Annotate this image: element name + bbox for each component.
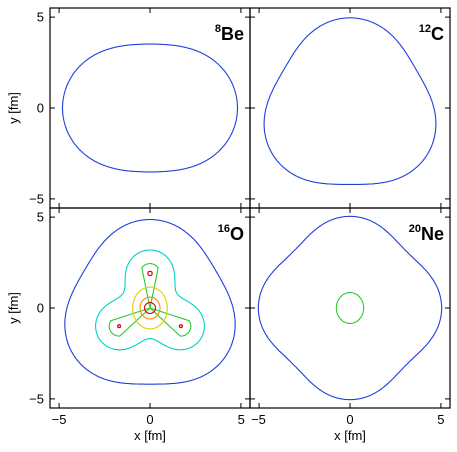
contour-level-0 [61, 43, 239, 173]
inner-contour-4 [117, 324, 122, 329]
panel-bottom-right: −5 0 5 x [fm] 20Ne [249, 207, 451, 443]
nucleus-label: 16O [218, 223, 244, 244]
inner-contour-0 [132, 286, 168, 330]
y-axis-title: y [fm] [6, 92, 21, 124]
x-axis-title: x [fm] [134, 428, 166, 443]
x-tick-label: −5 [52, 412, 67, 427]
mass-number: 16 [218, 223, 230, 235]
panel-frame [249, 7, 451, 209]
x-tick-label: 5 [238, 412, 245, 427]
nucleus-label: 8Be [215, 23, 244, 44]
mass-number: 8 [215, 23, 221, 35]
x-tick-label: 0 [346, 412, 353, 427]
nucleus-label: 20Ne [409, 223, 444, 244]
contour-level-1 [95, 249, 205, 351]
contour-level-2 [108, 263, 192, 337]
inner-contour-1 [139, 296, 161, 320]
y-tick-label: 5 [37, 10, 44, 25]
y-tick-label: 0 [37, 101, 44, 116]
x-tick-label: 0 [146, 412, 153, 427]
inner-contour-0 [335, 291, 365, 325]
y-tick-label: −5 [29, 191, 44, 206]
inner-contour-2 [143, 301, 157, 315]
inner-contour-3 [147, 270, 153, 277]
y-tick-label: −5 [29, 391, 44, 406]
x-tick-label: −5 [251, 412, 266, 427]
contours [263, 17, 437, 185]
x-tick-label: 5 [437, 412, 444, 427]
mass-number: 20 [409, 223, 421, 235]
x-axis-title: x [fm] [334, 428, 366, 443]
y-tick-label: 5 [37, 210, 44, 225]
mass-number: 12 [419, 23, 431, 35]
contour-level-0 [263, 17, 437, 185]
panel-top-left: 5 0 −5 y [fm] 8Be [6, 7, 251, 209]
element-symbol: Be [221, 24, 244, 44]
contour-level-0 [257, 215, 443, 401]
panel-top-right: 12C [249, 7, 451, 209]
element-symbol: Ne [421, 224, 444, 244]
panel-bottom-left: 5 0 −5 −5 0 5 x [fm] y [fm] 16O [6, 207, 251, 443]
element-symbol: O [230, 224, 244, 244]
y-axis-title: y [fm] [6, 292, 21, 324]
contours [64, 218, 236, 385]
inner-contour-5 [178, 324, 183, 329]
nucleus-label: 12C [419, 23, 444, 44]
y-tick-label: 0 [37, 301, 44, 316]
element-symbol: C [431, 24, 444, 44]
contours [257, 215, 443, 401]
contours [61, 43, 239, 173]
contour-level-0 [64, 218, 236, 385]
